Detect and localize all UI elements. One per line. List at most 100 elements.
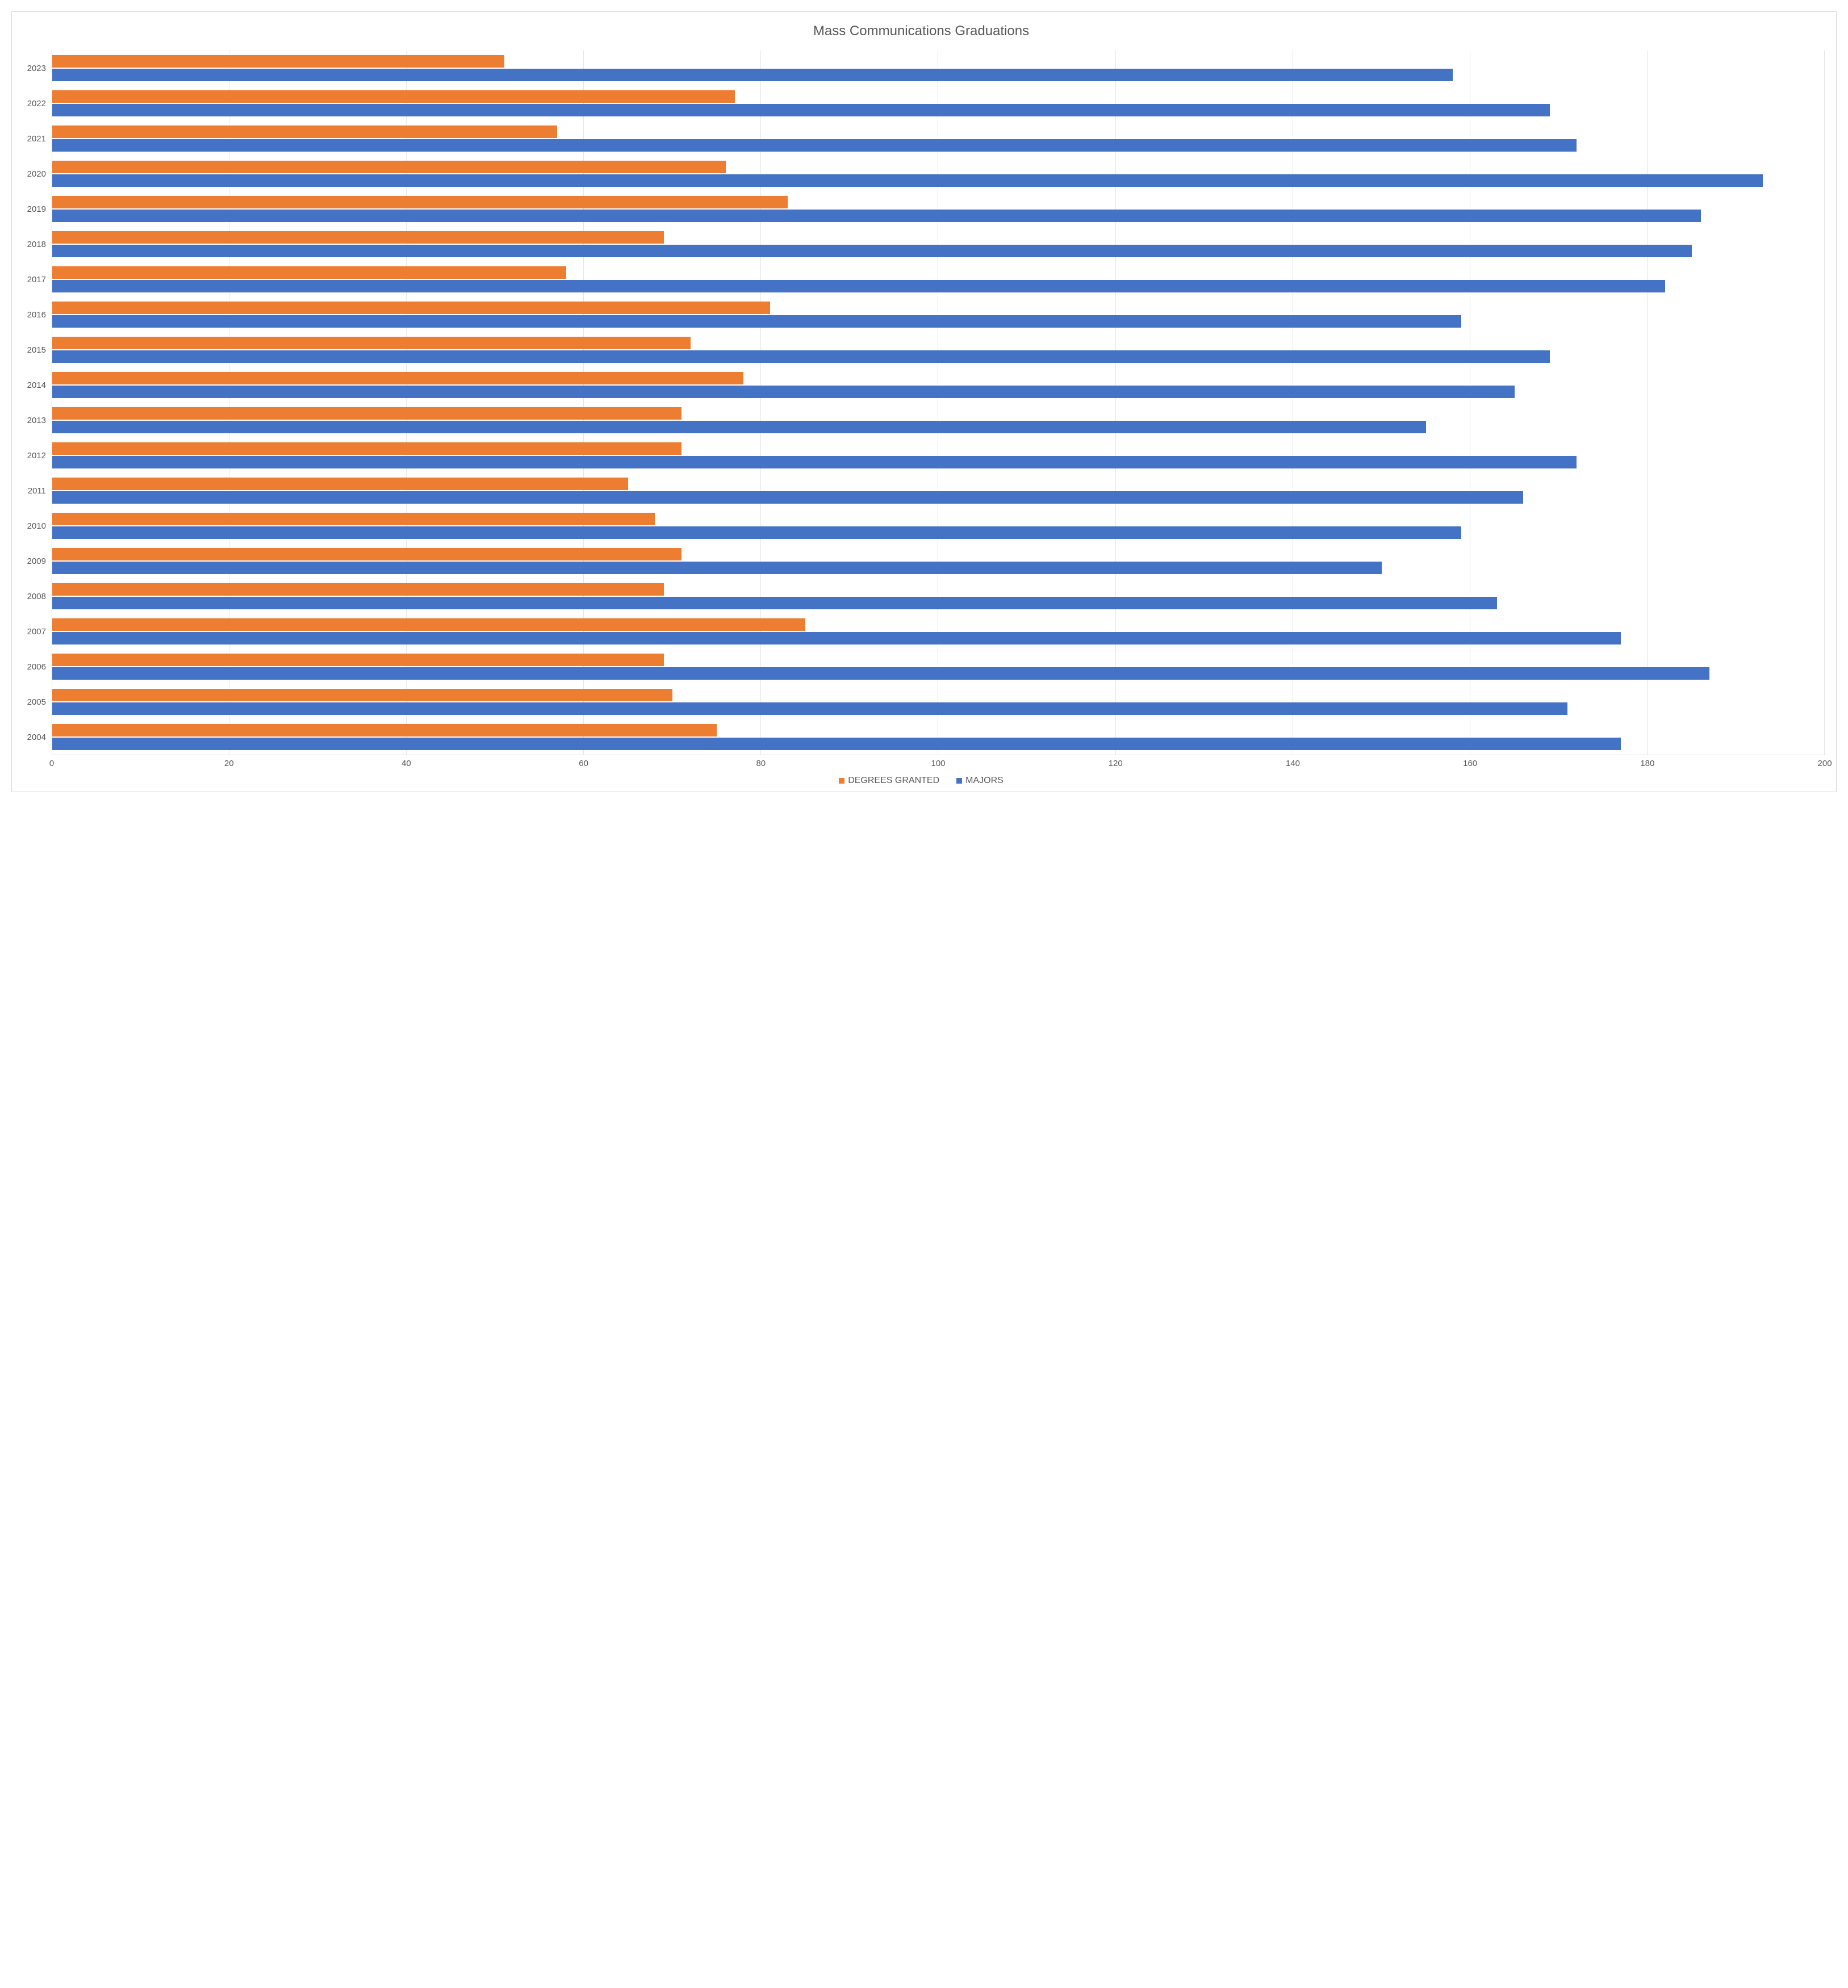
bar (52, 618, 805, 631)
bar-group (52, 51, 1825, 86)
plot-wrapper: 2023202220212020201920182017201620152014… (18, 51, 1825, 755)
legend-label-degrees: DEGREES GRANTED (848, 776, 939, 786)
x-axis-tick: 140 (1293, 755, 1470, 759)
y-axis: 2023202220212020201920182017201620152014… (18, 51, 52, 755)
y-axis-label: 2018 (18, 227, 52, 262)
chart-container: Mass Communications Graduations 20232022… (11, 11, 1837, 792)
bar-group (52, 403, 1825, 438)
bar-group (52, 121, 1825, 156)
bar (52, 456, 1577, 468)
bar-group (52, 684, 1825, 719)
bar (52, 689, 672, 701)
y-axis-label: 2004 (18, 719, 52, 755)
bar (52, 702, 1567, 715)
bar-group (52, 649, 1825, 684)
x-axis-tick: 60 (584, 755, 761, 759)
bar-group (52, 262, 1825, 297)
y-axis-label: 2022 (18, 86, 52, 121)
y-axis-label: 2008 (18, 579, 52, 614)
bar-group (52, 156, 1825, 191)
bar (52, 196, 788, 208)
y-axis-label: 2007 (18, 614, 52, 649)
x-axis: 020406080100120140160180200 (52, 755, 1825, 759)
y-axis-label: 2005 (18, 684, 52, 719)
bar (52, 597, 1497, 609)
bar (52, 724, 717, 736)
bar-group (52, 473, 1825, 508)
legend-label-majors: MAJORS (965, 776, 1004, 786)
bar (52, 210, 1701, 222)
y-axis-label: 2012 (18, 438, 52, 473)
bar (52, 562, 1382, 574)
bar-group (52, 297, 1825, 332)
bar (52, 526, 1461, 539)
bar (52, 104, 1550, 116)
x-axis-tick: 100 (938, 755, 1115, 759)
y-axis-label: 2021 (18, 121, 52, 156)
bar (52, 478, 628, 490)
bar-groups (52, 51, 1825, 755)
bar (52, 350, 1550, 363)
y-axis-label: 2014 (18, 367, 52, 403)
bar (52, 302, 770, 314)
legend: DEGREES GRANTED MAJORS (18, 776, 1825, 786)
bar (52, 738, 1621, 750)
bar-group (52, 614, 1825, 649)
y-axis-label: 2020 (18, 156, 52, 191)
x-axis-tick: 20 (229, 755, 406, 759)
bar (52, 139, 1577, 152)
y-axis-label: 2016 (18, 297, 52, 332)
y-axis-label: 2006 (18, 649, 52, 684)
y-axis-label: 2023 (18, 51, 52, 86)
bar (52, 231, 664, 244)
legend-item-majors: MAJORS (956, 776, 1004, 786)
bar (52, 421, 1426, 433)
y-axis-label: 2011 (18, 473, 52, 508)
bar (52, 69, 1453, 81)
bar (52, 513, 655, 525)
bar-group (52, 367, 1825, 403)
legend-item-degrees: DEGREES GRANTED (839, 776, 939, 786)
bar (52, 583, 664, 596)
bar (52, 174, 1763, 187)
bar (52, 654, 664, 666)
bar (52, 372, 743, 384)
plot-area (52, 51, 1825, 755)
bar (52, 125, 557, 138)
bar-group (52, 508, 1825, 543)
chart-title: Mass Communications Graduations (18, 23, 1825, 39)
bar (52, 161, 726, 173)
x-axis-tick: 180200 (1648, 755, 1825, 759)
bar (52, 90, 735, 103)
bar (52, 266, 566, 279)
bar (52, 315, 1461, 328)
legend-swatch-degrees (839, 778, 844, 784)
bar (52, 55, 504, 68)
bar (52, 280, 1665, 292)
y-axis-label: 2015 (18, 332, 52, 367)
bar-group (52, 579, 1825, 614)
y-axis-label: 2017 (18, 262, 52, 297)
x-axis-tick: 80 (761, 755, 938, 759)
bar-group (52, 191, 1825, 227)
bar (52, 667, 1709, 680)
bar (52, 632, 1621, 644)
bar (52, 442, 681, 455)
bar (52, 337, 691, 349)
bar-group (52, 543, 1825, 579)
y-axis-label: 2019 (18, 191, 52, 227)
bar (52, 407, 681, 420)
bar (52, 491, 1523, 504)
bar-group (52, 86, 1825, 121)
x-axis-tick: 160 (1470, 755, 1648, 759)
y-axis-label: 2009 (18, 543, 52, 579)
bar (52, 386, 1515, 398)
bar (52, 245, 1692, 257)
y-axis-label: 2010 (18, 508, 52, 543)
x-axis-tick: 0 (52, 755, 229, 759)
legend-swatch-majors (956, 778, 962, 784)
bar (52, 548, 681, 560)
bar-group (52, 719, 1825, 755)
y-axis-label: 2013 (18, 403, 52, 438)
x-axis-tick: 40 (406, 755, 583, 759)
